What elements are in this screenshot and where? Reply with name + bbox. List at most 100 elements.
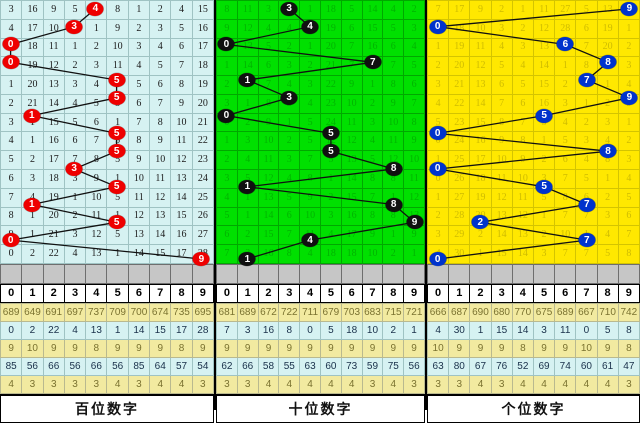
grid-cell[interactable]: 5 <box>299 131 321 152</box>
hit-marker[interactable]: 9 <box>406 215 424 230</box>
grid-cell[interactable]: 3 <box>532 244 556 264</box>
grid-cell[interactable]: 1 <box>236 93 259 114</box>
grid-cell[interactable]: 4 <box>299 93 321 114</box>
grid-cell[interactable]: 1 <box>575 93 598 114</box>
grid-cell[interactable]: 9 <box>403 131 425 152</box>
grid-cell[interactable]: 25 <box>448 150 471 171</box>
grid-cell[interactable]: 4 <box>403 37 425 58</box>
grid-cell[interactable]: 8 <box>106 0 129 20</box>
grid-cell[interactable]: 9 <box>257 112 280 133</box>
grid-cell[interactable]: 3 <box>596 112 619 133</box>
grid-cell[interactable]: 17 <box>191 37 215 58</box>
grid-cell[interactable]: 17 <box>340 225 363 246</box>
grid-cell[interactable]: 5 <box>85 93 108 114</box>
digit-header-cell[interactable]: 7 <box>149 283 172 303</box>
grid-cell[interactable]: 3 <box>85 56 108 77</box>
grid-cell[interactable]: 18 <box>191 56 215 77</box>
grid-cell[interactable]: 8 <box>361 169 384 189</box>
digit-header-cell[interactable]: 5 <box>319 283 342 303</box>
hit-marker[interactable]: 5 <box>535 108 553 123</box>
digit-header-cell[interactable]: 9 <box>617 283 640 303</box>
grid-cell[interactable]: 4 <box>361 131 384 152</box>
grid-cell[interactable]: 6 <box>490 75 513 95</box>
grid-cell[interactable]: 9 <box>42 0 65 20</box>
grid-cell[interactable]: 18 <box>319 0 342 20</box>
grid-cell[interactable]: 8 <box>617 244 640 264</box>
grid-cell[interactable]: 2 <box>382 244 405 264</box>
grid-cell[interactable]: 11 <box>42 37 65 58</box>
grid-cell[interactable]: 7 <box>278 225 301 246</box>
hit-marker[interactable]: 3 <box>280 1 298 16</box>
hit-marker[interactable]: 1 <box>23 197 41 212</box>
grid-cell[interactable]: 2 <box>149 0 172 20</box>
grid-cell[interactable]: 6 <box>63 131 87 152</box>
grid-cell[interactable]: 2 <box>596 187 619 208</box>
grid-cell[interactable]: 4 <box>299 244 321 264</box>
grid-cell[interactable]: 14 <box>257 206 280 227</box>
grid-cell[interactable]: 13 <box>170 169 193 189</box>
grid-cell[interactable]: 4 <box>554 112 577 133</box>
grid-cell[interactable]: 10 <box>170 112 193 133</box>
grid-cell[interactable]: 7 <box>554 169 577 189</box>
grid-cell[interactable]: 6 <box>340 18 363 39</box>
grid-cell[interactable]: 13 <box>127 225 151 246</box>
grid-cell[interactable]: 10 <box>469 18 492 39</box>
digit-header-cell[interactable]: 4 <box>85 283 108 303</box>
grid-cell[interactable]: 12 <box>532 18 556 39</box>
grid-cell[interactable]: 2 <box>21 150 44 171</box>
grid-cell[interactable]: 13 <box>149 206 172 227</box>
grid-cell[interactable]: 2 <box>596 93 619 114</box>
grid-cell[interactable]: 5 <box>596 244 619 264</box>
grid-cell[interactable]: 3 <box>278 56 301 77</box>
grid-cell[interactable]: 4 <box>575 150 598 171</box>
grid-cell[interactable]: 20 <box>596 37 619 58</box>
grid-cell[interactable]: 19 <box>448 37 471 58</box>
hit-marker[interactable]: 3 <box>65 19 83 34</box>
grid-cell[interactable]: 10 <box>257 131 280 152</box>
grid-cell[interactable]: 8 <box>170 75 193 95</box>
grid-cell[interactable]: 4 <box>127 56 151 77</box>
grid-cell[interactable]: 10 <box>42 18 65 39</box>
hit-marker[interactable]: 4 <box>86 1 104 16</box>
digit-header-cell[interactable]: 8 <box>170 283 193 303</box>
grid-cell[interactable]: 7 <box>426 0 450 20</box>
digit-header-cell[interactable]: 6 <box>340 283 363 303</box>
hit-marker[interactable]: 1 <box>238 73 256 88</box>
grid-cell[interactable]: 26 <box>191 206 215 227</box>
grid-cell[interactable]: 3 <box>361 112 384 133</box>
grid-cell[interactable]: 8 <box>257 93 280 114</box>
grid-cell[interactable]: 11 <box>490 169 513 189</box>
grid-cell[interactable]: 6 <box>554 150 577 171</box>
grid-cell[interactable]: 3 <box>299 75 321 95</box>
grid-cell[interactable]: 16 <box>469 131 492 152</box>
grid-cell[interactable]: 2 <box>278 131 301 152</box>
grid-cell[interactable]: 16 <box>21 0 44 20</box>
grid-cell[interactable]: 11 <box>236 0 259 20</box>
hit-marker[interactable]: 1 <box>238 179 256 194</box>
hit-marker[interactable]: 8 <box>599 55 617 70</box>
grid-cell[interactable]: 23 <box>191 150 215 171</box>
grid-cell[interactable]: 9 <box>490 131 513 152</box>
grid-cell[interactable]: 8 <box>511 131 534 152</box>
digit-header-cell[interactable]: 7 <box>575 283 598 303</box>
grid-cell[interactable]: 12 <box>469 56 492 77</box>
grid-cell[interactable]: 4 <box>170 0 193 20</box>
grid-cell[interactable]: 13 <box>236 37 259 58</box>
grid-cell[interactable]: 3 <box>63 75 87 95</box>
grid-cell[interactable]: 1 <box>596 75 619 95</box>
grid-cell[interactable]: 11 <box>170 131 193 152</box>
grid-cell[interactable]: 27 <box>554 0 577 20</box>
grid-cell[interactable]: 13 <box>596 0 619 20</box>
grid-cell[interactable]: 13 <box>85 244 108 264</box>
grid-cell[interactable]: 5 <box>170 18 193 39</box>
grid-cell[interactable]: 9 <box>340 75 363 95</box>
grid-cell[interactable]: 5 <box>0 150 23 171</box>
grid-cell[interactable]: 4 <box>278 169 301 189</box>
grid-cell[interactable]: 24 <box>448 131 471 152</box>
grid-cell[interactable]: 14 <box>469 93 492 114</box>
grid-cell[interactable]: 3 <box>554 93 577 114</box>
grid-cell[interactable]: 8 <box>0 206 23 227</box>
digit-header-cell[interactable]: 8 <box>596 283 619 303</box>
grid-cell[interactable]: 16 <box>361 37 384 58</box>
grid-cell[interactable]: 8 <box>490 112 513 133</box>
